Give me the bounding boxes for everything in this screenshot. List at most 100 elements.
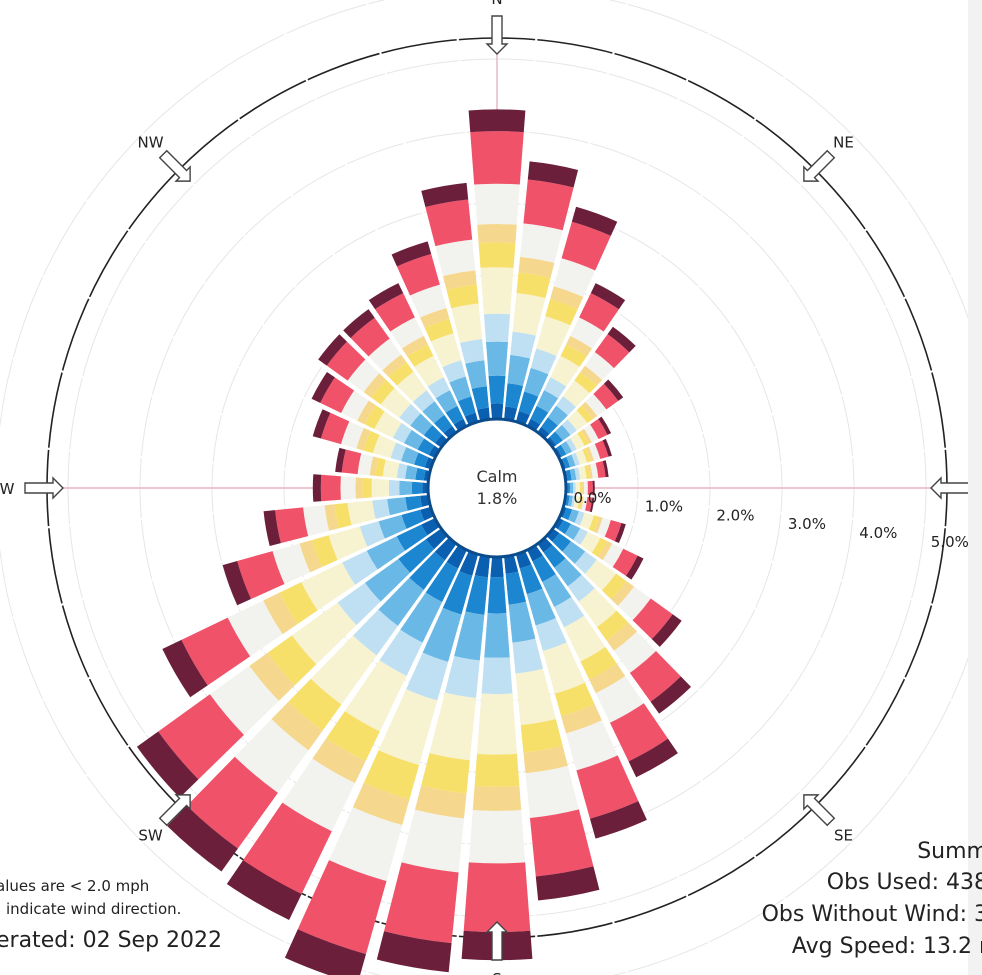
rose-bar-segment [518, 256, 555, 278]
sector-separator [563, 444, 982, 484]
rose-bar-segment [560, 441, 573, 455]
rose-bar-segment [651, 614, 682, 647]
rose-bar-segment [598, 416, 612, 435]
rose-bar-segment [372, 434, 397, 459]
rose-bar-segment [587, 464, 593, 479]
rose-bar-segment [477, 693, 517, 755]
rose-bar-segment [299, 539, 322, 573]
rose-bar-segment [340, 476, 356, 500]
rose-bar-segment [594, 440, 609, 459]
rose-bar-segment [282, 758, 355, 832]
rose-bar-segment [271, 701, 323, 751]
direction-label: W [0, 480, 15, 498]
rose-bar-segment [237, 551, 285, 600]
rose-bar-segment [490, 403, 504, 420]
sector-separator [22, 515, 437, 710]
rose-bar-segment [567, 495, 573, 507]
rose-bar-segment [465, 575, 489, 615]
sector-separator [551, 187, 926, 451]
sector-separator [561, 356, 982, 472]
sector-separator [534, 59, 798, 434]
rose-bar-segment [591, 537, 608, 557]
rose-bar-segment [523, 745, 568, 774]
rose-bar-segment [573, 495, 580, 509]
rose-bar-segment [227, 600, 283, 657]
rose-bar-segment [401, 335, 428, 357]
rose-bar-segment [604, 519, 622, 542]
rose-bar-segment [544, 377, 567, 399]
direction-label: S [492, 970, 502, 975]
rose-bar-segment [421, 753, 470, 794]
rose-bar-segment [503, 554, 519, 574]
rose-bar-segment [515, 668, 556, 726]
rose-bar-segment [407, 344, 434, 367]
rose-bar-segment [523, 179, 574, 231]
rose-bar-segment [388, 479, 400, 497]
rose-bar-segment [400, 592, 443, 643]
direction-arrow-icon [24, 476, 64, 500]
rose-bar-segment [366, 536, 406, 570]
sector-separator [561, 504, 982, 620]
rose-bar-segment [567, 410, 588, 431]
sector-separator [275, 548, 470, 963]
rose-bar-segment [609, 703, 668, 762]
rose-bar-segment [368, 338, 402, 371]
rose-bar-segment [364, 405, 385, 430]
rose-bar-segment [363, 373, 386, 398]
rose-bar-segment [371, 478, 390, 498]
calm-label: Calm [476, 467, 517, 486]
rose-bar-segment [577, 430, 589, 446]
rose-bar-segment [490, 556, 504, 578]
rose-bar-segment [486, 341, 508, 376]
rose-bar-segment [397, 371, 427, 402]
rose-bar-segment [524, 367, 549, 397]
direction-label: SW [138, 826, 163, 844]
rose-bar-segment [571, 452, 580, 466]
rose-bar-segment [567, 482, 571, 494]
rose-bar-segment [341, 449, 362, 475]
rose-bar-segment [569, 468, 577, 481]
rose-bar-segment [617, 586, 651, 621]
rose-bar-segment [586, 446, 594, 462]
rose-bar-segment [583, 424, 599, 443]
rose-bar-segment [267, 635, 317, 686]
rose-bar-segment [484, 613, 510, 658]
rose-bar-segment [561, 704, 602, 734]
rose-bar-segment [162, 639, 208, 698]
rose-bar-segment [561, 419, 577, 436]
rose-bar-segment [525, 765, 579, 819]
rose-bar-segment [412, 390, 435, 412]
rose-bar-segment [391, 241, 432, 267]
rose-bar-segment [422, 401, 445, 424]
rose-bar-segment [581, 496, 588, 511]
rose-bar-segment [158, 694, 244, 780]
rose-bar-segment [320, 474, 341, 502]
rose-bar-segment [429, 692, 477, 761]
rose-bar-segment [312, 409, 331, 439]
rose-bar-segment [405, 495, 423, 511]
rose-bar-segment [566, 454, 576, 468]
rose-bar-segment [596, 610, 629, 641]
rose-bar-segment [585, 497, 593, 512]
direction-arrow-icon [158, 794, 191, 827]
rose-bar-segment [570, 495, 576, 508]
wind-rose-bars [136, 109, 692, 975]
rose-bar-segment [470, 131, 524, 185]
rose-bar-segment [526, 588, 556, 626]
rose-bar-segment [435, 239, 476, 277]
rose-bar-segment [527, 161, 579, 188]
rose-bar-segment [326, 711, 380, 761]
rose-bar-segment [650, 676, 692, 714]
rose-bar-segment [378, 689, 438, 766]
rose-bar-segment [350, 317, 390, 357]
rose-bar-segment [564, 615, 606, 662]
rose-bar-segment [595, 461, 606, 478]
note-wind-direction: indicate wind direction. [6, 900, 182, 918]
page-edge-strip [968, 0, 982, 975]
rose-bar-segment [532, 555, 556, 582]
ring-label: 0.0% [573, 489, 611, 507]
rose-bar-segment [579, 496, 584, 510]
rose-bar-segment [505, 383, 524, 409]
rose-bar-segment [574, 467, 581, 481]
rose-bar-segment [355, 477, 363, 499]
